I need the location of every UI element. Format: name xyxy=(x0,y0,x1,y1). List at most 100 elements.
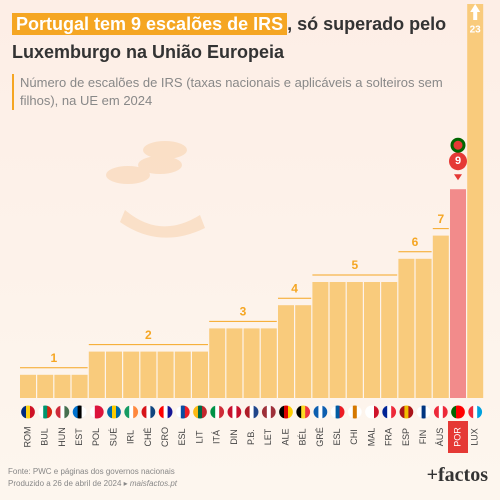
flag-part xyxy=(98,405,104,419)
flag xyxy=(158,405,173,419)
x-tick-label: DIN xyxy=(229,429,239,445)
x-tick-label: P.B. xyxy=(246,429,256,445)
flag-part xyxy=(124,405,130,419)
bar xyxy=(415,258,432,398)
subtitle: Número de escalões de IRS (taxas naciona… xyxy=(12,74,460,110)
flag xyxy=(175,405,190,419)
bar xyxy=(243,328,260,398)
title-rest: , só superado pelo Luxemburgo na União E… xyxy=(12,14,447,62)
flag-part xyxy=(305,405,311,419)
bar xyxy=(106,351,122,398)
flag-part xyxy=(219,405,225,419)
value-label: 5 xyxy=(351,258,358,272)
flag-part xyxy=(116,405,121,419)
bar xyxy=(123,351,140,398)
flag-part xyxy=(374,405,379,419)
flag xyxy=(296,405,311,419)
x-tick-label: FRA xyxy=(384,428,394,446)
flag-part xyxy=(21,405,26,419)
flag xyxy=(72,405,87,419)
flag-part xyxy=(55,405,61,419)
produced-line: Produzido a 26 de abril de 2024 ▸ maisfa… xyxy=(8,479,178,488)
x-tick-label: LUX xyxy=(470,428,480,446)
source: Fonte: PWC e páginas dos governos nacion… xyxy=(8,467,175,476)
bar xyxy=(312,282,329,398)
flag xyxy=(227,405,242,419)
flag-part xyxy=(167,405,173,419)
bar xyxy=(346,282,363,398)
flag-part xyxy=(460,405,465,419)
x-tick-label: EST xyxy=(74,428,84,446)
flag xyxy=(89,405,104,419)
produced: Produzido a 26 de abril de 2024 xyxy=(8,479,122,488)
value-label: 1 xyxy=(50,351,57,365)
flag xyxy=(141,405,156,419)
flag xyxy=(244,405,259,419)
flag xyxy=(38,405,53,419)
bar xyxy=(192,351,208,398)
flag-part xyxy=(477,405,483,419)
flag-part xyxy=(236,405,242,419)
bar xyxy=(54,374,71,398)
bar xyxy=(140,351,157,398)
flag-part xyxy=(468,405,474,419)
flag-part xyxy=(279,405,284,419)
bar xyxy=(37,374,54,398)
bar xyxy=(209,328,226,398)
flag-part xyxy=(416,405,422,419)
bar xyxy=(278,305,294,398)
flag xyxy=(107,405,121,419)
value-label: 4 xyxy=(291,281,298,295)
bar xyxy=(260,328,277,398)
flag-part xyxy=(38,405,44,419)
flag-part xyxy=(244,405,250,419)
flag-part xyxy=(339,405,345,419)
value-label: 2 xyxy=(145,328,152,342)
flag-part xyxy=(227,405,233,419)
flag-part xyxy=(330,405,336,419)
flag xyxy=(382,405,397,419)
x-tick-label: ESL xyxy=(177,428,187,445)
value-label: 7 xyxy=(437,212,444,226)
flag xyxy=(450,137,466,153)
flag xyxy=(210,405,225,419)
value-label: 9 xyxy=(455,155,461,167)
x-tick-label: ESL xyxy=(332,428,342,445)
flag-part xyxy=(322,405,328,419)
footer: Fonte: PWC e páginas dos governos nacion… xyxy=(8,466,177,490)
flag-part xyxy=(296,405,302,419)
x-tick-label: HUN xyxy=(57,427,67,447)
flag xyxy=(313,405,328,419)
flag-part xyxy=(141,405,147,419)
x-tick-label: MAL xyxy=(366,428,376,447)
x-tick-label: CHI xyxy=(349,429,359,445)
flag-part xyxy=(399,405,405,419)
flag-part xyxy=(107,405,112,419)
flag xyxy=(433,405,448,419)
flag-part xyxy=(175,405,181,419)
flag-part xyxy=(356,405,362,419)
x-tick-label: ROM xyxy=(22,427,32,448)
x-tick-label: ITÁ xyxy=(212,430,222,444)
arrow xyxy=(470,4,481,20)
value-label: 23 xyxy=(470,25,482,36)
flag-part xyxy=(47,405,53,419)
flag-part xyxy=(288,405,293,419)
bar xyxy=(226,328,243,398)
flag-part xyxy=(425,405,431,419)
flag xyxy=(330,405,345,419)
x-tick-label: ÁUS xyxy=(435,428,445,447)
bar xyxy=(381,282,398,398)
x-tick-label: IRL xyxy=(126,430,136,444)
flag-part xyxy=(253,405,259,419)
flag-part xyxy=(184,405,190,419)
x-tick-label: POL xyxy=(91,428,101,446)
flag xyxy=(279,405,293,419)
x-tick-label: ALE xyxy=(280,428,290,445)
flag-part xyxy=(193,405,198,419)
x-tick-label: GRÉ xyxy=(315,427,325,447)
badge-pointer xyxy=(454,174,462,181)
flag-part xyxy=(442,405,448,419)
flag-part xyxy=(451,405,456,419)
